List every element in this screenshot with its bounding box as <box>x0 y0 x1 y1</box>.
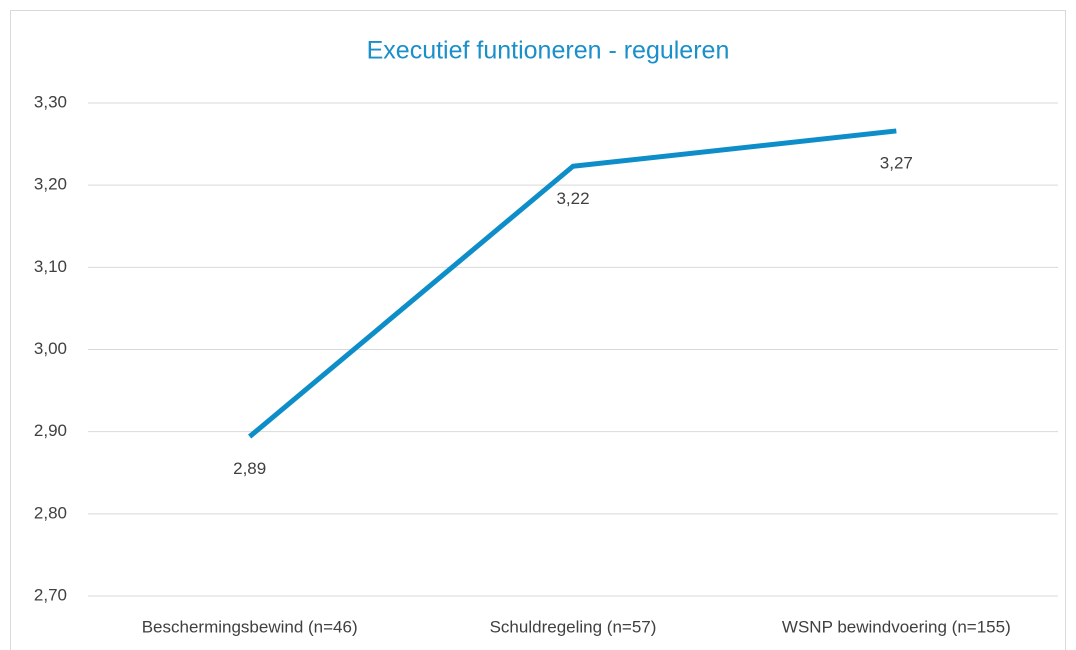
data-line <box>248 128 897 439</box>
x-tick-label: Beschermingsbewind (n=46) <box>142 617 358 636</box>
y-tick-label: 3,30 <box>34 92 67 111</box>
y-tick-label: 3,20 <box>34 175 67 194</box>
x-tick-label: Schuldregeling (n=57) <box>490 617 657 636</box>
chart-frame <box>10 10 1066 650</box>
data-label: 3,22 <box>556 189 589 208</box>
y-tick-label: 2,90 <box>34 421 67 440</box>
chart-title: Executief funtioneren - reguleren <box>367 37 730 65</box>
x-tick-label: WSNP bewindvoering (n=155) <box>782 617 1011 636</box>
data-label: 3,27 <box>880 153 913 172</box>
y-tick-label: 3,00 <box>34 339 67 358</box>
y-tick-label: 2,80 <box>34 503 67 522</box>
data-label: 2,89 <box>233 459 266 478</box>
y-tick-label: 2,70 <box>34 585 67 604</box>
y-tick-label: 3,10 <box>34 257 67 276</box>
